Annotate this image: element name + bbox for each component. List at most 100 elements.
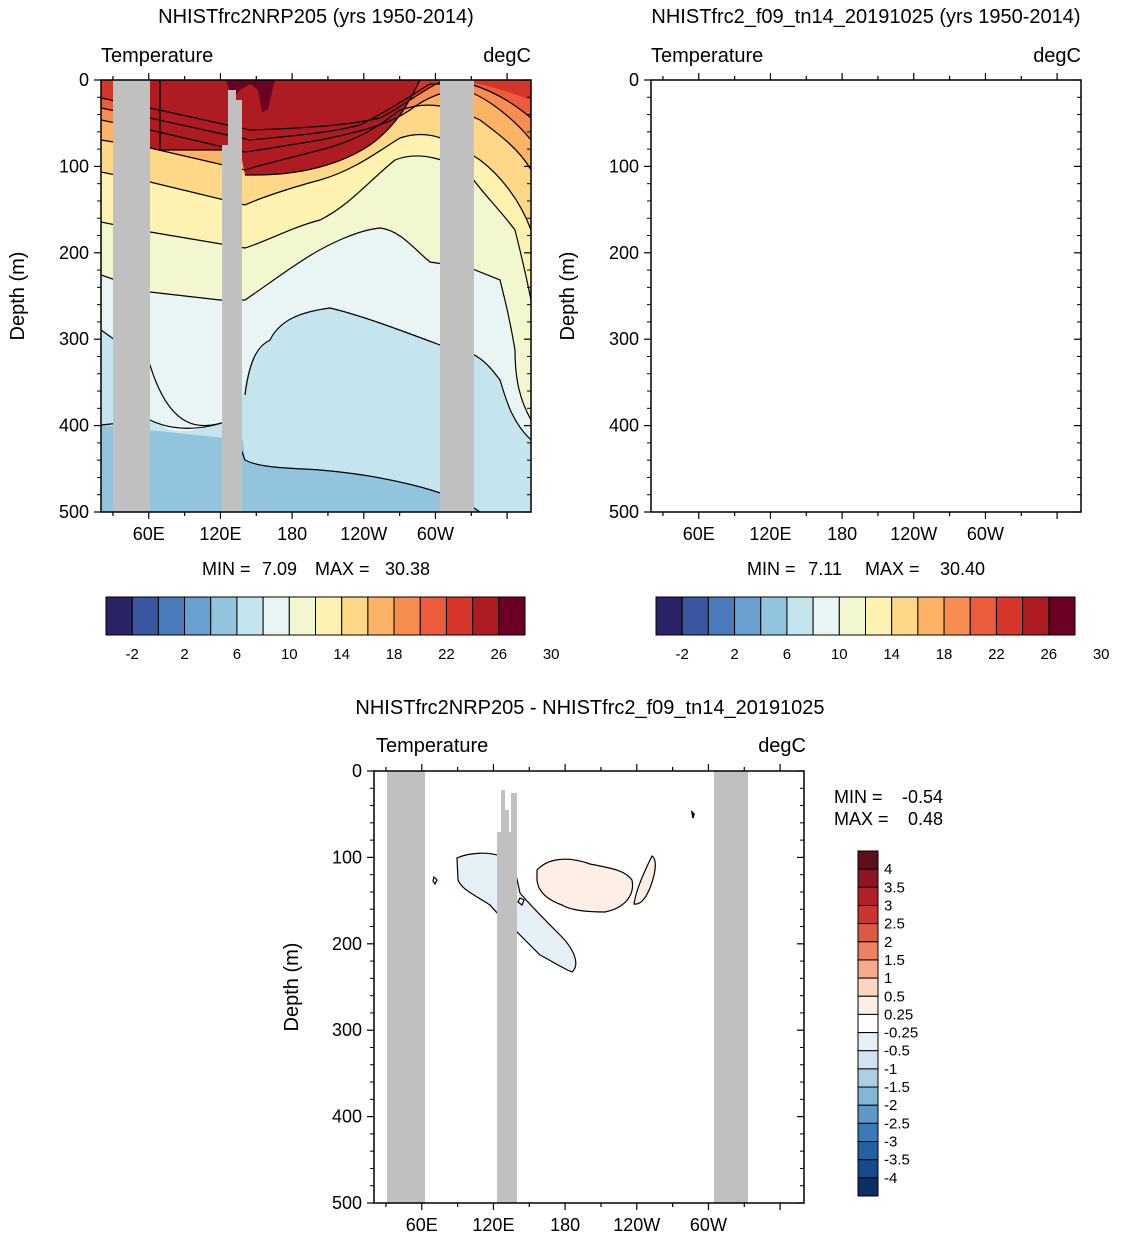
land-mask <box>778 90 786 150</box>
land-mask <box>497 832 517 1203</box>
temp-band <box>780 80 812 100</box>
contour-line <box>651 91 1081 152</box>
x-tick-label: 60W <box>690 1215 727 1235</box>
x-tick-label: 120W <box>890 524 937 544</box>
contour-line <box>101 419 481 512</box>
land-mask <box>786 100 792 150</box>
colorbar-swatch <box>105 596 133 636</box>
colorbar-label: -4 <box>884 1170 897 1187</box>
y-tick-label: 300 <box>332 1020 362 1040</box>
colorbar-swatch <box>857 868 879 888</box>
panel-c-plot-frame <box>373 770 805 1204</box>
temp-band <box>150 80 420 175</box>
colorbar-swatch <box>786 596 814 636</box>
colorbar-label: 1.5 <box>884 952 905 969</box>
colorbar-label: 6 <box>783 646 791 663</box>
contour-line <box>101 227 531 421</box>
colorbar-swatch <box>1048 596 1076 636</box>
colorbar-label: -2 <box>126 646 139 663</box>
colorbar-swatch <box>157 596 186 636</box>
contour-line <box>651 308 1081 440</box>
panel-a-min-label: MIN = <box>202 559 251 579</box>
panel-b-variable-label: Temperature <box>651 45 763 67</box>
colorbar-label: -2 <box>676 646 689 663</box>
colorbar-swatch <box>865 596 893 636</box>
colorbar-swatch <box>857 1177 879 1197</box>
colorbar-swatch <box>857 1141 879 1161</box>
colorbar-label: 2 <box>884 934 892 951</box>
land-mask <box>990 80 1024 512</box>
panel-c-min-label: MIN = <box>834 787 883 807</box>
colorbar-swatch <box>367 596 395 636</box>
x-tick-label: 120W <box>613 1215 660 1235</box>
contour-line <box>101 104 531 171</box>
colorbar-swatch <box>917 596 945 636</box>
colorbar-label: 14 <box>333 646 350 663</box>
land-mask <box>228 90 236 150</box>
y-tick-label: 100 <box>59 156 89 176</box>
panel-a-field <box>101 80 531 512</box>
x-tick-label: 60W <box>417 524 454 544</box>
panel-b-max-value: 30.40 <box>940 559 985 579</box>
colorbar-label: 0.25 <box>884 1006 913 1023</box>
x-tick-label: 120E <box>749 524 791 544</box>
contour-line <box>101 83 531 141</box>
diff-positive-region <box>536 858 634 913</box>
colorbar-swatch <box>760 596 788 636</box>
colorbar-swatch <box>681 596 709 636</box>
panel-b-axes: 0 100 200 300 400 500 60E 120E 180 120W 60W <box>609 70 1081 544</box>
colorbar-swatch <box>995 596 1024 636</box>
y-tick-label: 0 <box>352 761 362 781</box>
panel-b-plot-frame <box>650 79 1082 513</box>
y-tick-label: 300 <box>609 329 639 349</box>
y-tick-label: 500 <box>609 502 639 522</box>
diff-small-contour <box>690 809 695 819</box>
land-mask <box>440 80 474 512</box>
colorbar-swatch <box>857 1086 879 1106</box>
panel-b-y-axis-label: Depth (m) <box>557 252 579 341</box>
colorbar-swatch <box>236 596 264 636</box>
y-tick-label: 400 <box>332 1107 362 1127</box>
colorbar-swatch <box>184 596 212 636</box>
temp-band <box>651 80 1081 420</box>
x-tick-label: 120E <box>199 524 241 544</box>
contour-line <box>101 81 441 131</box>
temp-band <box>226 80 275 112</box>
colorbar-label: -0.25 <box>884 1025 918 1042</box>
colorbar-label: 0.5 <box>884 988 905 1005</box>
panel-b: NHISTfrc2_f09_tn14_20191025 (yrs 1950-20… <box>557 6 1110 663</box>
panel-a-max-value: 30.38 <box>385 559 430 579</box>
colorbar-swatch <box>857 959 879 979</box>
contour-line <box>710 80 970 175</box>
panel-c-max-value: 0.48 <box>908 809 943 829</box>
panel-a-plot-frame <box>100 79 532 513</box>
panel-c-field <box>374 771 804 1203</box>
colorbar-swatch <box>857 977 879 997</box>
panel-a-max-label: MAX = <box>315 559 370 579</box>
colorbar-swatch <box>857 904 879 925</box>
y-tick-label: 300 <box>59 329 89 349</box>
panel-a-y-axis-label: Depth (m) <box>7 252 29 341</box>
temp-band <box>651 80 1081 170</box>
temp-band <box>651 80 1081 230</box>
contour-line <box>651 228 1081 420</box>
colorbar-label: -3 <box>884 1134 897 1151</box>
colorbar-label: 2 <box>180 646 188 663</box>
panel-c-y-axis-label: Depth (m) <box>281 943 303 1032</box>
panel-c-units-label: degC <box>758 735 806 757</box>
diff-small-contour <box>517 897 525 906</box>
y-tick-label: 400 <box>609 416 639 436</box>
colorbar-swatch <box>131 596 159 636</box>
colorbar-label: -2.5 <box>884 1115 910 1132</box>
land-mask <box>236 100 242 150</box>
colorbar-label: 14 <box>883 646 900 663</box>
panel-a-variable-label: Temperature <box>101 45 213 67</box>
colorbar-swatch <box>419 596 447 636</box>
land-mask <box>511 793 517 838</box>
colorbar-label: 30 <box>543 646 560 663</box>
colorbar-label: 2.5 <box>884 916 905 933</box>
colorbar-label: -2 <box>884 1097 897 1114</box>
panel-c-max-label: MAX = <box>834 809 889 829</box>
colorbar-swatch <box>857 923 879 943</box>
colorbar-label: 22 <box>988 646 1005 663</box>
